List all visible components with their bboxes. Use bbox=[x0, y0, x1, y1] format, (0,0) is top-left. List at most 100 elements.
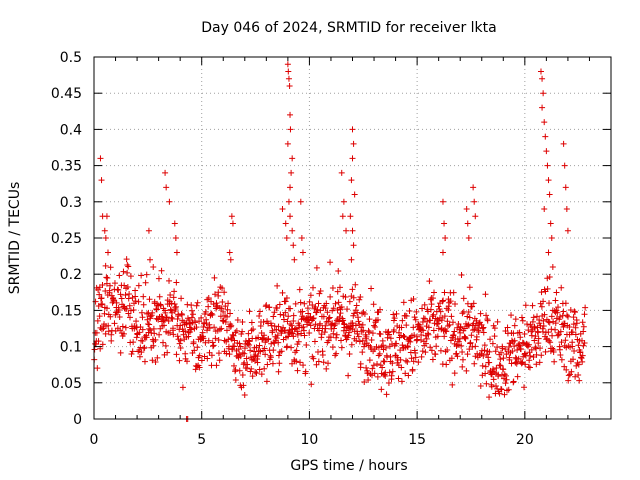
data-point bbox=[132, 298, 139, 305]
data-point bbox=[173, 303, 180, 310]
data-point bbox=[556, 346, 563, 353]
data-point bbox=[540, 90, 547, 97]
data-point bbox=[451, 370, 458, 377]
data-point bbox=[499, 345, 506, 352]
data-point bbox=[138, 349, 145, 356]
data-point bbox=[177, 345, 184, 352]
data-point bbox=[127, 307, 134, 314]
x-tick-label: 15 bbox=[408, 432, 426, 448]
data-point bbox=[349, 227, 356, 234]
data-point bbox=[130, 339, 137, 346]
data-point bbox=[412, 316, 419, 323]
data-point bbox=[442, 235, 449, 241]
data-point bbox=[126, 314, 133, 321]
data-point bbox=[256, 366, 263, 373]
data-point bbox=[241, 359, 248, 366]
data-point bbox=[188, 307, 195, 314]
data-point bbox=[307, 322, 314, 329]
data-point bbox=[384, 334, 391, 341]
data-point bbox=[382, 344, 389, 351]
data-point bbox=[421, 301, 428, 308]
data-point bbox=[558, 356, 565, 363]
data-point bbox=[378, 386, 385, 393]
data-point bbox=[428, 347, 435, 354]
data-point bbox=[261, 345, 268, 352]
data-point bbox=[346, 298, 353, 305]
data-point bbox=[327, 259, 334, 266]
data-point bbox=[232, 366, 239, 373]
data-point bbox=[385, 379, 392, 386]
data-point bbox=[314, 306, 321, 313]
data-point bbox=[572, 331, 579, 338]
data-point bbox=[276, 301, 283, 308]
data-point bbox=[196, 352, 203, 359]
data-point bbox=[482, 291, 489, 298]
data-point bbox=[223, 350, 230, 357]
data-point bbox=[371, 370, 378, 377]
data-point bbox=[194, 363, 201, 370]
data-point bbox=[486, 348, 493, 355]
data-point bbox=[348, 341, 355, 348]
data-point bbox=[227, 310, 234, 317]
data-point bbox=[400, 345, 407, 352]
data-point bbox=[475, 329, 482, 336]
data-point bbox=[209, 311, 216, 318]
data-point bbox=[96, 291, 103, 298]
data-point bbox=[573, 362, 580, 369]
data-point bbox=[307, 292, 314, 299]
data-point bbox=[413, 308, 420, 315]
data-point bbox=[472, 343, 479, 350]
data-point bbox=[105, 322, 112, 329]
data-point bbox=[571, 347, 578, 354]
data-point bbox=[212, 335, 219, 342]
data-point bbox=[236, 367, 243, 374]
y-tick-label: 0.35 bbox=[51, 159, 82, 175]
data-point bbox=[218, 305, 225, 312]
data-point bbox=[310, 284, 317, 291]
data-point bbox=[439, 298, 446, 305]
data-point bbox=[547, 348, 554, 355]
data-point bbox=[157, 302, 164, 309]
data-point bbox=[449, 381, 456, 388]
data-point bbox=[439, 198, 446, 205]
data-point bbox=[126, 291, 133, 298]
data-point bbox=[152, 359, 159, 366]
data-point bbox=[241, 350, 248, 357]
data-point bbox=[497, 362, 504, 369]
data-point bbox=[313, 361, 320, 368]
data-point bbox=[320, 359, 327, 366]
data-point bbox=[549, 263, 556, 270]
data-point bbox=[522, 361, 529, 368]
data-point bbox=[188, 326, 195, 333]
chart-title: Day 046 of 2024, SRMTID for receiver lkt… bbox=[201, 20, 496, 36]
data-point bbox=[546, 319, 553, 326]
data-point bbox=[514, 347, 521, 354]
data-point bbox=[346, 329, 353, 336]
data-point bbox=[552, 320, 559, 327]
data-point bbox=[141, 344, 148, 351]
data-point bbox=[548, 313, 555, 320]
data-point bbox=[260, 319, 267, 326]
data-point bbox=[259, 336, 266, 343]
data-point bbox=[184, 358, 191, 365]
data-point bbox=[275, 323, 282, 330]
data-point bbox=[160, 317, 167, 324]
data-point bbox=[359, 337, 366, 344]
data-point bbox=[288, 169, 295, 176]
data-point bbox=[228, 322, 235, 329]
data-point bbox=[338, 337, 345, 344]
data-point bbox=[406, 335, 413, 342]
data-point bbox=[404, 343, 411, 350]
data-point bbox=[514, 373, 521, 380]
data-point bbox=[262, 303, 269, 310]
data-point bbox=[553, 289, 560, 296]
data-point bbox=[529, 318, 536, 325]
data-point bbox=[444, 323, 451, 330]
data-point bbox=[228, 336, 235, 343]
data-point bbox=[317, 287, 324, 294]
data-point bbox=[311, 338, 318, 345]
data-point bbox=[369, 330, 376, 337]
data-point bbox=[406, 307, 413, 314]
data-point bbox=[532, 344, 539, 351]
data-point bbox=[226, 351, 233, 358]
